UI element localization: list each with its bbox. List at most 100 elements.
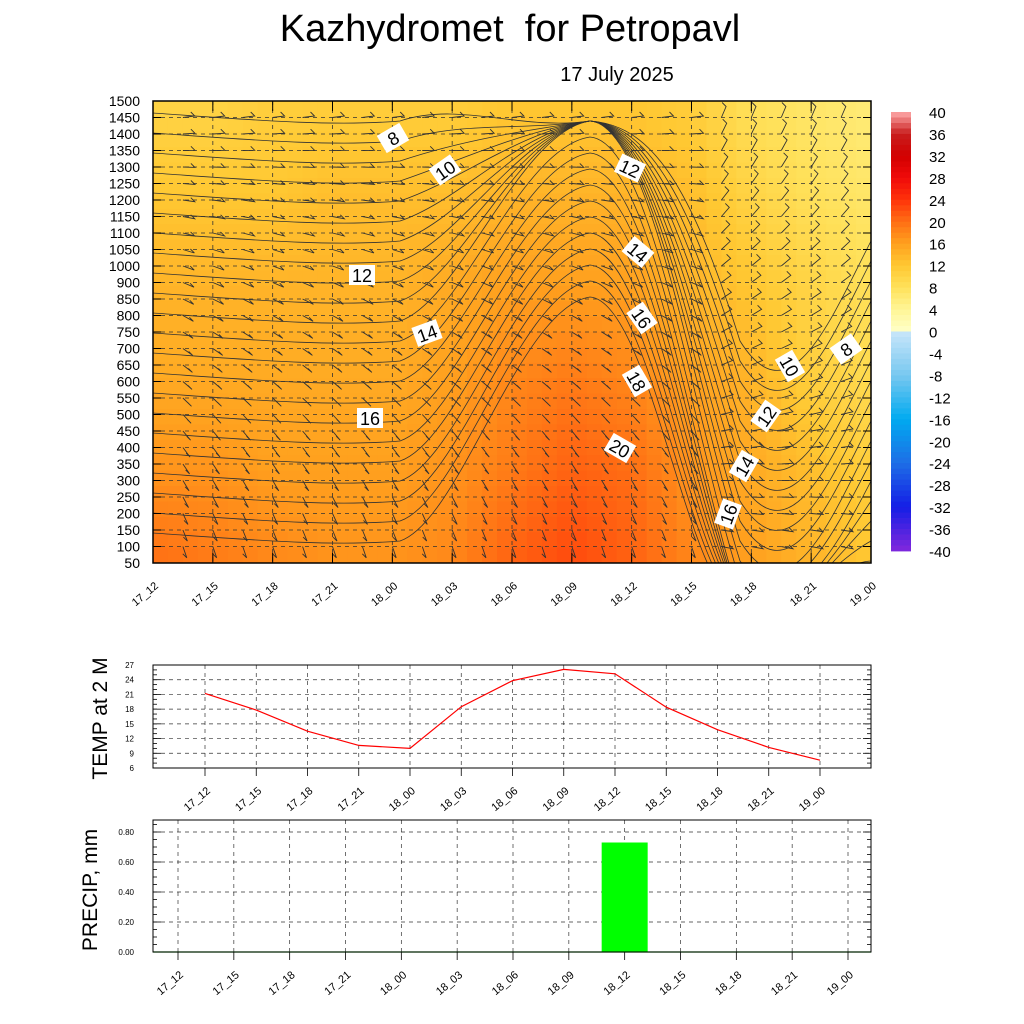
wind-barb <box>511 546 517 559</box>
x-tick-label: 18_09 <box>549 580 580 609</box>
y-tick-label: 200 <box>117 506 141 522</box>
wind-barb <box>481 463 490 475</box>
wind-barb <box>272 265 285 271</box>
temp-y-tick-label: 21 <box>125 690 134 699</box>
wind-barb <box>242 430 251 441</box>
colorbar-swatch <box>891 249 911 256</box>
temp-x-tick-label: 19_00 <box>797 785 828 814</box>
wind-barb <box>212 111 226 118</box>
wind-barb <box>332 315 344 322</box>
wind-barb <box>631 430 640 441</box>
wind-barb <box>272 163 286 168</box>
wind-barb <box>870 364 871 365</box>
colorbar-swatch <box>891 501 911 508</box>
wind-barb <box>272 381 283 390</box>
wind-barb <box>601 197 615 203</box>
wind-barb <box>212 529 218 542</box>
wind-barb <box>841 493 855 498</box>
wind-barb <box>571 111 585 118</box>
wind-barb <box>302 145 316 151</box>
colorbar-swatch <box>891 221 911 228</box>
contour-label-text: 16 <box>360 409 380 429</box>
colorbar-swatch <box>891 282 911 288</box>
wind-barb <box>601 248 614 254</box>
wind-barb <box>781 441 795 448</box>
wind-barb <box>511 414 521 424</box>
wind-barb <box>870 248 871 250</box>
wind-barb <box>272 463 280 475</box>
wind-barb <box>392 315 404 322</box>
wind-barb <box>182 111 196 118</box>
wind-barb <box>421 496 429 508</box>
wind-barb <box>811 424 824 432</box>
wind-barb <box>272 298 284 305</box>
wind-barb <box>332 447 341 458</box>
wind-barb <box>691 163 705 168</box>
wind-barb <box>541 315 553 322</box>
colorbar-tick-label: 24 <box>929 193 946 210</box>
wind-barb <box>541 463 549 475</box>
wind-barb <box>242 546 248 559</box>
wind-barb <box>302 463 310 475</box>
wind-barb <box>212 298 224 305</box>
wind-barb <box>511 265 524 271</box>
wind-barb <box>481 381 492 390</box>
colorbar-swatch <box>891 424 911 431</box>
wind-barb <box>272 414 282 424</box>
x-tick-label: 18_18 <box>728 580 759 609</box>
wind-barb <box>362 447 370 458</box>
wind-barb <box>242 480 250 492</box>
temp-y-tick-label: 24 <box>125 676 134 685</box>
wind-barb <box>601 180 615 186</box>
wind-barb <box>691 128 705 135</box>
wind-barb <box>392 145 406 151</box>
wind-barb <box>661 128 675 135</box>
wind-barb <box>541 364 552 373</box>
wind-barb <box>332 197 346 203</box>
isotherm-line <box>153 216 871 563</box>
wind-barb <box>840 135 848 151</box>
wind-barb <box>182 546 188 559</box>
wind-barb <box>870 447 871 448</box>
wind-barb <box>421 414 431 424</box>
wind-barb <box>272 546 278 559</box>
wind-barb <box>391 430 401 441</box>
wind-barb <box>810 356 824 366</box>
wind-barb <box>511 163 526 168</box>
wind-barb <box>481 248 494 254</box>
temp-x-tick-label: 18_03 <box>438 785 469 814</box>
wind-barb <box>511 463 520 475</box>
wind-barb <box>631 348 642 356</box>
wind-barb <box>332 163 346 168</box>
temp-y-tick-label: 18 <box>125 705 134 714</box>
wind-barb <box>212 214 226 220</box>
wind-barb <box>541 128 555 135</box>
wind-barb <box>182 265 195 271</box>
wind-barb <box>601 480 609 492</box>
wind-barb <box>392 298 404 305</box>
temp-x-tick-label: 18_09 <box>541 785 572 814</box>
wind-barb <box>421 381 432 390</box>
wind-barb <box>511 397 521 407</box>
colorbar-swatch <box>891 347 911 354</box>
wind-barb <box>571 163 585 168</box>
wind-barb <box>182 480 190 492</box>
wind-barb <box>511 447 520 458</box>
wind-barb <box>272 282 285 288</box>
wind-barb <box>810 236 821 250</box>
isotherm-line <box>153 120 871 551</box>
wind-barb <box>392 180 406 186</box>
wind-barb <box>362 248 375 254</box>
contour-label: 12 <box>349 265 375 286</box>
wind-barb <box>721 373 734 382</box>
wind-barb <box>780 152 789 168</box>
wind-barb <box>422 231 436 237</box>
wind-barb <box>481 414 491 424</box>
wind-barb <box>212 381 223 390</box>
wind-barb <box>601 529 607 542</box>
wind-barb <box>452 128 466 135</box>
wind-barb <box>541 298 554 305</box>
wind-barb <box>272 348 283 356</box>
temperature-colorbar: 4036322824201612840-4-8-12-16-20-24-28-3… <box>891 105 951 561</box>
wind-barb <box>781 322 793 333</box>
